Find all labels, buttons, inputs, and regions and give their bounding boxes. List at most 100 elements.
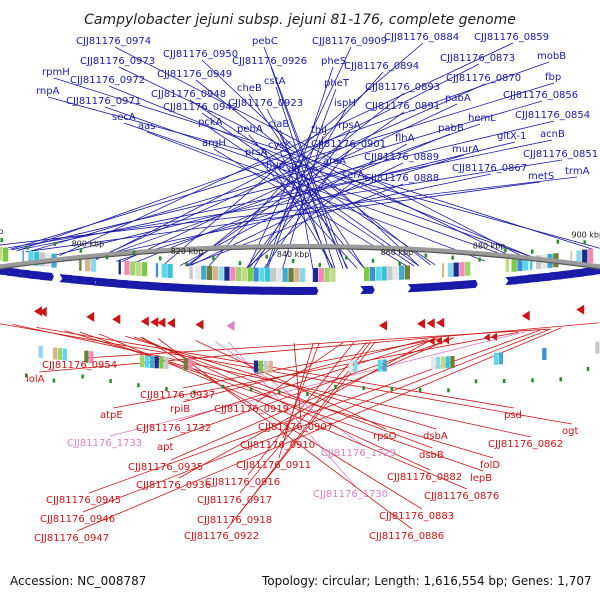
- reverse-feature-box: [445, 356, 450, 369]
- forward-leader-line: [267, 88, 337, 269]
- forward-gene-arrow: [571, 268, 587, 278]
- forward-gene-label: CJJ81176_0856: [503, 90, 578, 101]
- reverse-gene-label: ogt: [562, 426, 578, 437]
- feature-box: [505, 258, 509, 273]
- reverse-gene-label: CJJ81176_0862: [488, 439, 563, 450]
- marker-dot: [81, 374, 84, 379]
- forward-gene-arrow: [70, 275, 85, 285]
- reverse-gene-label: rpiB: [170, 404, 190, 415]
- kbp-tick-label: 780 kbp: [0, 227, 3, 236]
- forward-gene-label: pheT: [324, 78, 350, 89]
- reverse-leader-line: [82, 328, 551, 513]
- feature-box: [28, 251, 34, 265]
- reverse-feature-box: [253, 360, 259, 373]
- reverse-feature-boxes-track: [38, 341, 600, 373]
- forward-gene-label: CJJ81176_0926: [232, 56, 307, 67]
- feature-box: [167, 264, 173, 278]
- accession-label: Accession: NC_008787: [10, 574, 147, 588]
- feature-box: [201, 265, 207, 280]
- forward-gene-label: CJJ81176_0894: [344, 61, 419, 72]
- feature-box: [155, 263, 159, 278]
- forward-leader-line: [9, 82, 555, 250]
- forward-gene-label: rpsA: [338, 120, 361, 131]
- reverse-gene-arrow: [443, 336, 450, 345]
- reverse-leader-line: [79, 331, 484, 472]
- forward-gene-label: CJJ81176_0949: [157, 69, 232, 80]
- reverse-leader-line: [178, 338, 433, 479]
- reverse-gene-arrow: [436, 317, 445, 328]
- forward-leader-line: [54, 141, 516, 256]
- marker-dot: [451, 255, 454, 260]
- reverse-gene-arrow: [521, 310, 530, 321]
- feature-box: [282, 267, 288, 282]
- reverse-leader-line: [64, 330, 494, 459]
- forward-leader-line: [17, 61, 550, 251]
- marker-dot: [249, 387, 253, 392]
- reverse-gene-label: dsbB: [419, 450, 444, 461]
- forward-gene-arrow: [281, 286, 297, 295]
- feature-box: [241, 267, 248, 282]
- feature-box: [79, 256, 82, 271]
- forward-gene-arrow: [259, 286, 274, 295]
- forward-gene-arrow: [159, 282, 174, 292]
- kbp-tick-label: 840 kbp: [277, 250, 310, 259]
- feature-box: [85, 257, 91, 272]
- reverse-gene-label: psd: [504, 410, 522, 421]
- forward-gene-label: ciaB: [268, 119, 289, 130]
- marker-dot: [277, 389, 281, 394]
- marker-dot: [398, 261, 401, 266]
- marker-dot: [390, 387, 394, 392]
- reverse-feature-box: [38, 345, 43, 358]
- reverse-gene-label: CJJ81176_0945: [46, 495, 121, 506]
- forward-gene-label: CJJ81176_0854: [515, 110, 590, 121]
- marker-dot: [503, 379, 506, 383]
- reverse-leader-line: [133, 336, 433, 449]
- forward-gene-arrow: [81, 276, 96, 286]
- forward-leader-line: [195, 79, 431, 266]
- reverse-feature-box: [258, 360, 263, 373]
- forward-gene-arrow: [137, 281, 152, 290]
- reverse-leader-line: [113, 331, 519, 409]
- forward-leader-line: [114, 46, 525, 258]
- genome-title: Campylobacter jejuni subsp. jejuni 81-17…: [84, 12, 516, 28]
- reverse-leader-line: [157, 338, 413, 530]
- reverse-gene-label: CJJ81176_1733: [67, 438, 142, 449]
- reverse-gene-label: CJJ81176_1729: [321, 448, 396, 459]
- reverse-gene-label: CJJ81176_0907: [258, 422, 333, 433]
- forward-leader-line: [207, 71, 384, 268]
- forward-leader-line: [121, 103, 458, 263]
- forward-gene-label: CJJ81176_0974: [76, 36, 151, 47]
- marker-dot: [238, 261, 242, 266]
- forward-leader-line: [27, 100, 543, 253]
- forward-gene-arrow: [505, 276, 520, 286]
- feature-box: [535, 255, 542, 270]
- reverse-feature-box: [382, 359, 387, 372]
- feature-box: [294, 268, 300, 282]
- forward-leader-line: [0, 176, 578, 246]
- reverse-gene-label: dsbA: [423, 431, 448, 442]
- forward-gene-arrow: [6, 267, 21, 277]
- forward-gene-label: CJJ81176_0971: [66, 96, 141, 107]
- forward-gene-arrow: [59, 274, 74, 284]
- feature-box: [576, 250, 582, 265]
- reverse-leader-line: [293, 342, 302, 421]
- reverse-feature-box: [89, 351, 94, 364]
- marker-dot: [265, 254, 268, 259]
- kbp-tick-label: 820 kbp: [171, 247, 204, 256]
- reverse-gene-arrow: [112, 314, 121, 325]
- forward-gene-label: hemL: [468, 113, 496, 124]
- forward-leader-line: [93, 83, 486, 260]
- forward-gene-label: rnpA: [36, 86, 60, 97]
- feature-box: [375, 266, 381, 281]
- reverse-gene-arrow: [86, 311, 95, 322]
- feature-box: [253, 267, 259, 282]
- marker-dot: [24, 373, 28, 378]
- forward-gene-arrow: [452, 280, 467, 290]
- forward-leader-line: [146, 131, 486, 262]
- forward-leader-line: [95, 123, 481, 260]
- forward-leader-line: [47, 96, 600, 249]
- reverse-gene-arrow: [167, 318, 175, 329]
- forward-gene-label: CJJ81176_0873: [440, 53, 515, 64]
- feature-box: [523, 256, 529, 271]
- forward-leader-line: [275, 86, 336, 269]
